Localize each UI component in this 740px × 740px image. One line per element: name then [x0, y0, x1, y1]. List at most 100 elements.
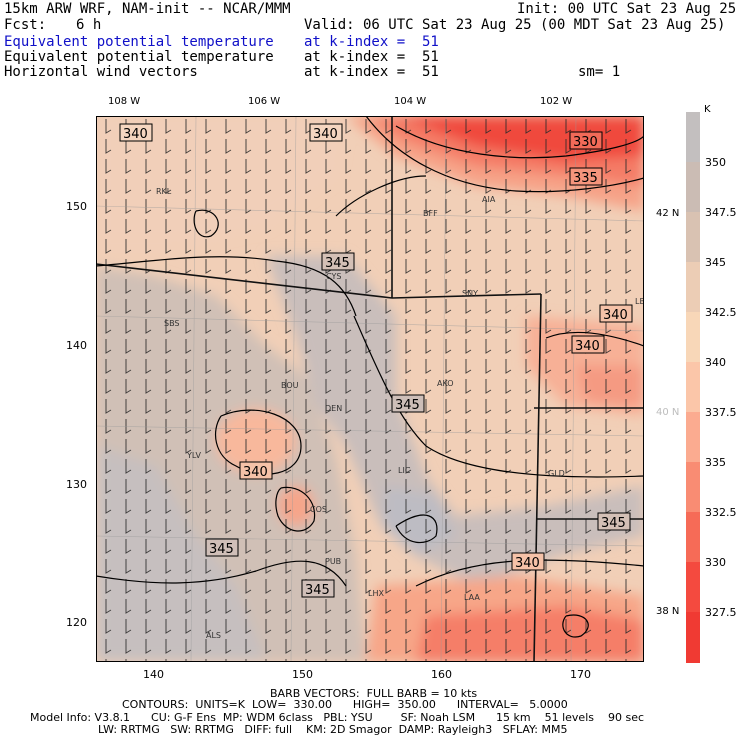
svg-text:345: 345	[325, 256, 350, 271]
station-cys: CYS	[326, 272, 341, 281]
station-ako: AKO	[437, 379, 454, 388]
station-cos: COS	[310, 505, 327, 514]
wind-barbs	[96, 116, 644, 662]
station-laa: LAA	[464, 593, 480, 602]
colorbar-label: 335	[705, 456, 726, 469]
barb-legend: BARB VECTORS: FULL BARB = 10 kts	[270, 687, 478, 700]
colorbar-label: 345	[705, 256, 726, 269]
lat-label-42n: 42 N	[656, 208, 680, 219]
colorbar-segment	[686, 212, 700, 263]
svg-text:340: 340	[515, 556, 540, 571]
colorbar-segment	[686, 362, 700, 413]
svg-text:345: 345	[601, 516, 626, 531]
y-tick-120: 120	[66, 616, 87, 629]
station-bou: BOU	[281, 381, 299, 390]
contour-label-345-a: 345	[321, 252, 355, 271]
svg-text:335: 335	[573, 171, 598, 186]
colorbar	[686, 112, 700, 663]
x-tick-150: 150	[292, 668, 313, 681]
fcst-label: Fcst:	[4, 17, 47, 33]
svg-text:340: 340	[123, 127, 148, 142]
station-sny: SNY	[462, 289, 478, 298]
station-pub: PUB	[325, 557, 341, 566]
smooth-setting: sm= 1	[578, 64, 621, 80]
svg-text:340: 340	[575, 339, 600, 354]
model-title: 15km ARW WRF, NAM-init -- NCAR/MMM	[4, 1, 291, 17]
colorbar-segment	[686, 512, 700, 563]
lat-label-40n: 40 N	[656, 407, 680, 418]
contour-label-340-b: 340	[309, 123, 343, 142]
field-2-name: Equivalent potential temperature	[4, 49, 274, 65]
colorbar-segment	[686, 562, 700, 613]
contour-legend: CONTOURS: UNITS=K LOW= 330.00 HIGH= 350.…	[122, 698, 568, 711]
svg-text:345: 345	[209, 542, 234, 557]
contour-label-340-a: 340	[119, 123, 153, 142]
svg-text:330: 330	[573, 135, 598, 150]
model-info-line-2: LW: RRTMG SW: RRTMG DIFF: full KM: 2D Sm…	[98, 723, 568, 736]
contour-label-335: 335	[569, 167, 603, 186]
colorbar-segment	[686, 412, 700, 463]
station-lbf: LBF	[635, 297, 644, 306]
svg-text:345: 345	[305, 583, 330, 598]
lat-label-38n: 38 N	[656, 606, 680, 617]
contour-label-330: 330	[569, 131, 603, 150]
station-rkl: RKL	[156, 187, 172, 196]
y-tick-130: 130	[66, 478, 87, 491]
colorbar-label: 347.5	[705, 206, 737, 219]
station-bff: BFF	[423, 209, 438, 218]
county-lines	[95, 115, 645, 663]
field-1-level: at k-index = 51	[304, 34, 439, 50]
colorbar-label: 342.5	[705, 306, 737, 319]
lon-label-104w: 104 W	[394, 96, 427, 107]
lon-label-108w: 108 W	[108, 96, 141, 107]
contour-labels: 340 340 330 335 345 340 340 345 340 345 …	[119, 123, 633, 598]
colorbar-label: 330	[705, 556, 726, 569]
svg-text:340: 340	[313, 127, 338, 142]
station-lhx: LHX	[368, 589, 384, 598]
svg-text:340: 340	[603, 308, 628, 323]
colorbar-segment	[686, 462, 700, 513]
colorbar-label: 337.5	[705, 406, 737, 419]
svg-text:340: 340	[243, 465, 268, 480]
x-tick-140: 140	[143, 668, 164, 681]
station-den: DEN	[325, 404, 342, 413]
station-labels: RKL BFF AIA CYS SNY LBF SBS BOU AKO DEN …	[156, 187, 650, 640]
colorbar-segment	[686, 262, 700, 313]
colorbar-label: 327.5	[705, 606, 737, 619]
contour-label-340-e: 340	[239, 461, 273, 480]
contour-label-345-e: 345	[301, 579, 335, 598]
contour-label-345-b: 345	[391, 394, 425, 413]
contour-label-340-c: 340	[599, 304, 633, 323]
field-3-level: at k-index = 51	[304, 64, 439, 80]
colorbar-segment	[686, 612, 700, 663]
station-lic: LIC	[398, 466, 411, 475]
y-tick-140: 140	[66, 339, 87, 352]
contour-label-345-c: 345	[597, 512, 631, 531]
svg-text:345: 345	[395, 398, 420, 413]
colorbar-segment	[686, 162, 700, 213]
x-tick-160: 160	[431, 668, 452, 681]
contour-label-340-f: 340	[511, 552, 545, 571]
colorbar-label: 350	[705, 156, 726, 169]
field-2-level: at k-index = 51	[304, 49, 439, 65]
station-aia: AIA	[482, 195, 496, 204]
init-time: Init: 00 UTC Sat 23 Aug 25	[517, 1, 737, 17]
y-tick-150: 150	[66, 200, 87, 213]
station-ylv: YLV	[186, 451, 201, 460]
theta-e-map: 340 340 330 335 345 340 340 345 340 345 …	[95, 115, 650, 663]
contour-label-340-d: 340	[571, 335, 605, 354]
contour-label-345-d: 345	[205, 538, 239, 557]
field-3-name: Horizontal wind vectors	[4, 64, 198, 80]
station-als: ALS	[206, 631, 221, 640]
valid-time: Valid: 06 UTC Sat 23 Aug 25 (00 MDT Sat …	[304, 17, 726, 33]
colorbar-segment	[686, 312, 700, 363]
map-svg: 340 340 330 335 345 340 340 345 340 345 …	[95, 115, 650, 663]
state-borders	[95, 116, 644, 663]
station-sbs: SBS	[164, 319, 180, 328]
colorbar-label: 340	[705, 356, 726, 369]
x-tick-170: 170	[570, 668, 591, 681]
lon-label-106w: 106 W	[248, 96, 281, 107]
fcst-value: 6 h	[76, 17, 102, 33]
map-frame	[96, 116, 644, 662]
station-gld: GLD	[548, 469, 565, 478]
